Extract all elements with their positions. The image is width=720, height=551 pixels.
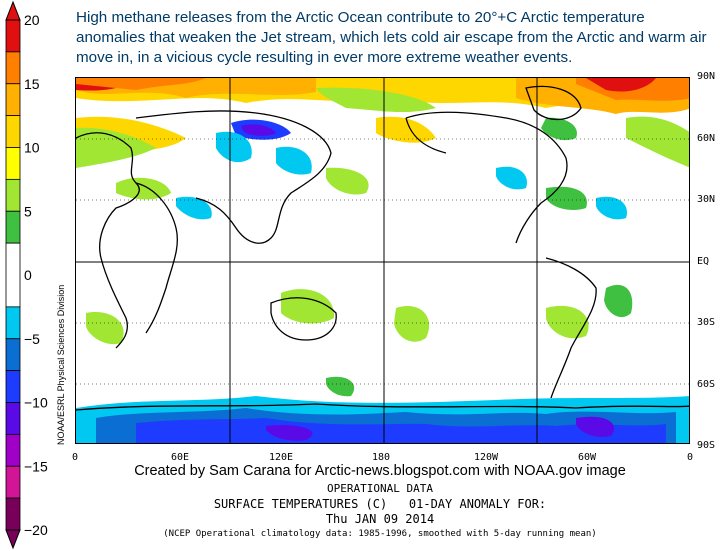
- color-scale-ticks: 20 15 10 5 0 −5 −10 −15 −20: [24, 12, 48, 538]
- map-grid-minor: [76, 138, 689, 385]
- color-scale-bottom-arrow: [5, 529, 21, 550]
- color-scale-bands: [5, 0, 21, 550]
- color-scale-top-arrow: [5, 0, 21, 21]
- color-scale-tick-label: 5: [24, 203, 32, 219]
- color-band: [5, 83, 21, 117]
- lon-label-180: 180: [372, 452, 391, 463]
- color-scale-tick-label: 10: [24, 140, 40, 156]
- lon-label-60e: 60E: [171, 452, 190, 463]
- caption-line1: OPERATIONAL DATA: [327, 482, 433, 495]
- color-scale-tick-label: 0: [24, 267, 32, 283]
- caption-line2: SURFACE TEMPERATURES (C) 01-DAY ANOMALY …: [213, 497, 547, 511]
- anomaly-map: [75, 77, 690, 444]
- lon-label-60w: 60W: [578, 452, 597, 463]
- color-band: [5, 370, 21, 403]
- headline: High methane releases from the Arctic Oc…: [76, 9, 707, 66]
- color-scale-tick-label: −5: [24, 331, 40, 347]
- color-band: [5, 242, 21, 308]
- color-band: [5, 402, 21, 435]
- lat-label-90n: 90N: [697, 71, 716, 82]
- color-band: [5, 115, 21, 148]
- anomaly-patches: [76, 78, 689, 443]
- lat-label-60n: 60N: [697, 133, 716, 144]
- color-scale-tick-label: −15: [24, 458, 48, 474]
- color-scale-tick-label: −20: [24, 522, 48, 538]
- color-scale-bar: 20 15 10 5 0 −5 −10 −15 −20: [5, 0, 48, 550]
- credit-line: Created by Sam Carana for Arctic-news.bl…: [134, 463, 626, 479]
- lat-label-30n: 30N: [697, 194, 716, 205]
- color-band: [5, 19, 21, 53]
- color-scale-tick-label: 20: [24, 12, 40, 28]
- color-band: [5, 147, 21, 180]
- lon-label-120e: 120E: [269, 452, 294, 463]
- lat-label-90s: 90S: [697, 440, 716, 451]
- color-band: [5, 51, 21, 85]
- color-scale-tick-label: 15: [24, 76, 40, 92]
- color-band: [5, 210, 21, 244]
- lon-label-120w: 120W: [474, 452, 499, 463]
- lat-label-30s: 30S: [697, 317, 716, 328]
- caption-line4: (NCEP Operational climatology data: 1985…: [163, 529, 597, 539]
- color-band: [5, 306, 21, 340]
- lon-label-0: 0: [72, 452, 79, 463]
- caption-line3: Thu JAN 09 2014: [325, 512, 435, 526]
- color-scale-tick-label: −10: [24, 395, 48, 411]
- lat-label-60s: 60S: [697, 379, 716, 390]
- side-credit-label: NOAA/ESRL Physical Sciences Division: [56, 284, 66, 445]
- lat-label-eq: EQ: [697, 256, 710, 267]
- coastlines: [76, 85, 689, 411]
- color-band: [5, 433, 21, 467]
- color-band: [5, 338, 21, 372]
- lon-label-0-east: 0: [687, 452, 694, 463]
- color-band: [5, 178, 21, 212]
